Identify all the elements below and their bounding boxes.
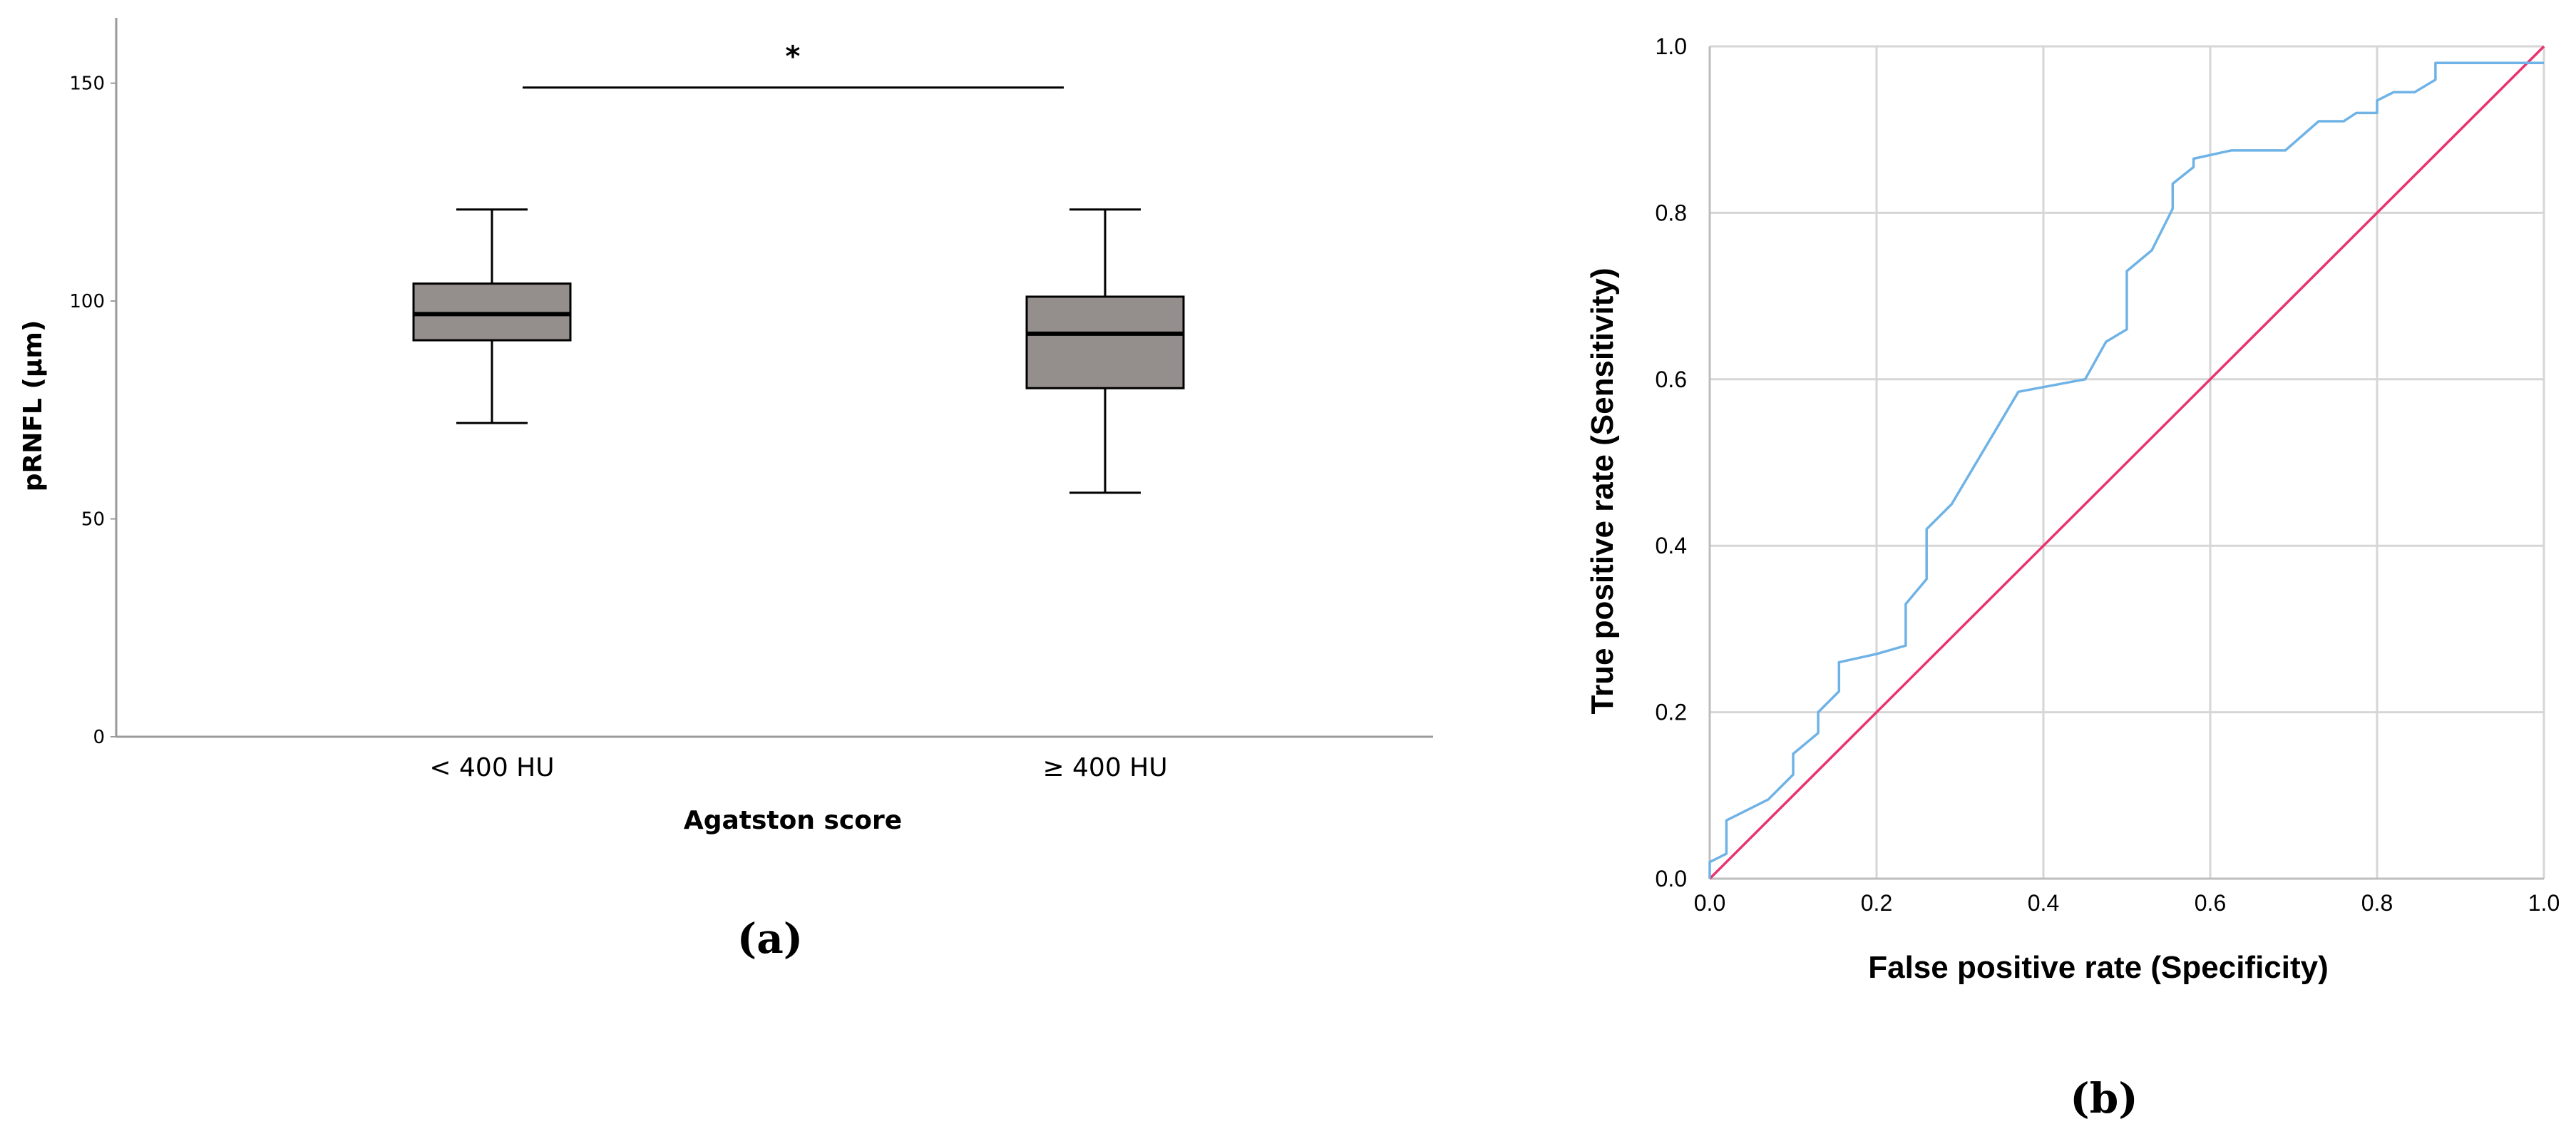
roc-tick-labels: 0.0 0.2 0.4 0.6 0.8 1.0 0.0 0.2 0.4 0.6 0.8 1.0 bbox=[1656, 34, 2560, 916]
category-label-high: ≥ 400 HU bbox=[1042, 753, 1167, 782]
significance-bracket: * bbox=[523, 41, 1064, 89]
significance-star: * bbox=[786, 41, 801, 73]
roc-y-tick-label: 0.2 bbox=[1656, 700, 1687, 725]
roc-y-tick-label: 1.0 bbox=[1656, 34, 1687, 59]
boxplot-y-tick-label: 100 bbox=[69, 291, 105, 312]
reference-diagonal-line bbox=[1708, 45, 2545, 880]
boxplot-y-tick-label: 150 bbox=[69, 73, 105, 95]
boxplot-axes bbox=[115, 18, 1433, 738]
roc-axes bbox=[1708, 46, 2544, 880]
roc-y-axis-title: True positive rate (Sensitivity) bbox=[1585, 268, 1620, 715]
roc-curve-line bbox=[1708, 61, 2544, 879]
boxplot-boxes bbox=[412, 208, 1185, 494]
panel-label-b: (b) bbox=[2070, 1074, 2138, 1123]
interquartile-box bbox=[412, 282, 572, 342]
boxplot-y-axis-title: pRNFL (µm) bbox=[19, 320, 48, 492]
boxplot-y-ticks: 0 50 100 150 bbox=[69, 73, 116, 748]
roc-grid bbox=[1710, 45, 2545, 879]
box-high bbox=[1025, 208, 1185, 494]
boxplot-y-tick-label: 50 bbox=[81, 509, 105, 531]
boxplot-panel: 0 50 100 150 * < 400 HU ≥ 400 HU Agatston s… bbox=[19, 18, 1433, 963]
boxplot-y-tick-label: 0 bbox=[93, 727, 105, 748]
roc-x-tick-label: 0.4 bbox=[2028, 890, 2059, 916]
roc-x-axis-title: False positive rate (Specificity) bbox=[1868, 950, 2329, 985]
category-label-low: < 400 HU bbox=[429, 753, 554, 782]
boxplot-x-axis-title: Agatston score bbox=[684, 806, 902, 835]
roc-x-tick-label: 1.0 bbox=[2528, 890, 2560, 916]
roc-y-tick-label: 0.4 bbox=[1656, 533, 1687, 558]
roc-y-tick-label: 0.6 bbox=[1656, 367, 1687, 392]
roc-series bbox=[1708, 45, 2545, 880]
panel-label-a: (a) bbox=[737, 914, 803, 963]
interquartile-box bbox=[1025, 295, 1185, 389]
box-low bbox=[412, 208, 572, 424]
roc-x-tick-label: 0.0 bbox=[1694, 890, 1725, 916]
roc-x-tick-label: 0.8 bbox=[2361, 890, 2393, 916]
roc-y-tick-label: 0.0 bbox=[1656, 866, 1687, 892]
roc-x-tick-label: 0.6 bbox=[2195, 890, 2226, 916]
roc-x-tick-label: 0.2 bbox=[1861, 890, 1892, 916]
roc-y-tick-label: 0.8 bbox=[1656, 200, 1687, 225]
roc-panel: 0.0 0.2 0.4 0.6 0.8 1.0 0.0 0.2 0.4 0.6 0.8 1.0 Fal… bbox=[1585, 34, 2560, 1123]
